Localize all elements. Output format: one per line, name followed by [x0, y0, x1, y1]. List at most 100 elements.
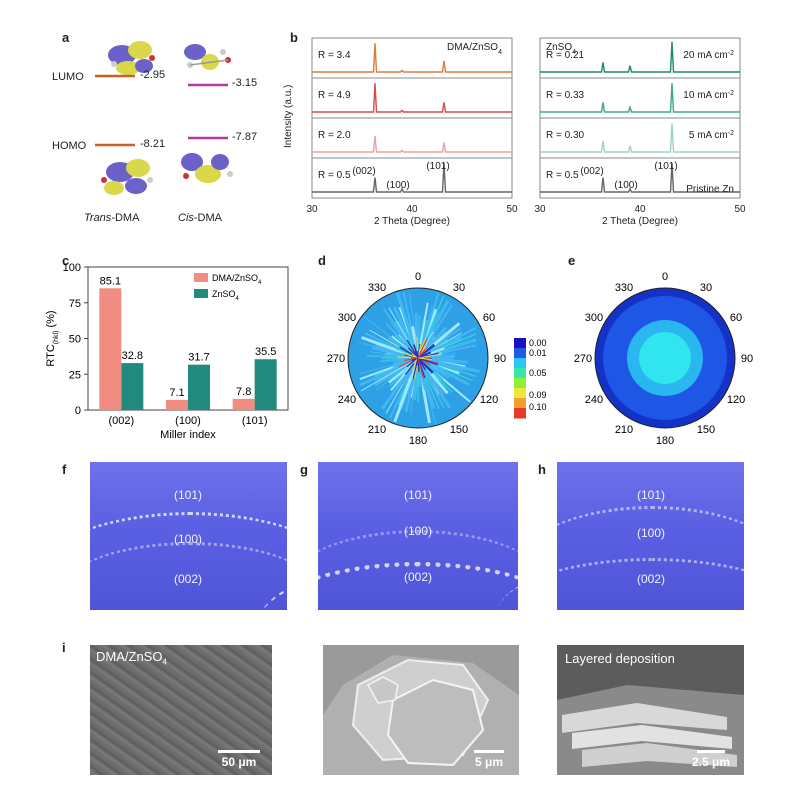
x-tick-label: (002) [108, 415, 134, 427]
pole-center-streak [417, 357, 432, 361]
plane-002: (002) [636, 572, 666, 586]
panel-label-d: d [318, 253, 326, 268]
xrd-current-label: 5 mA cm-2 [689, 130, 734, 142]
panel-label-i: i [62, 640, 66, 655]
pole-center-streak [417, 346, 428, 359]
plane-100: (100) [173, 532, 203, 546]
xrd-tick-label: 50 [506, 204, 518, 215]
xrd-tick-label: 30 [306, 204, 318, 215]
trans-homo-orbital [101, 159, 153, 195]
pole-angle-label: 210 [368, 424, 386, 436]
xrd-r-label: R = 4.9 [318, 90, 351, 101]
pole-angle-label: 30 [700, 282, 712, 294]
plane-101: (101) [403, 488, 433, 502]
x-tick-label: (100) [175, 415, 201, 427]
xrd-r-label: R = 0.21 [546, 50, 585, 61]
peak-label-002: (002) [580, 166, 603, 177]
legend-label: DMA/ZnSO4 [212, 273, 262, 286]
y-axis-label: RTC(hkl) (%) [45, 310, 60, 366]
pole-streak [417, 291, 440, 359]
bar-value-label: 35.5 [255, 346, 276, 358]
xrd-r-label: R = 2.0 [318, 130, 351, 141]
bar [254, 359, 277, 410]
bar-value-label: 32.8 [122, 350, 143, 362]
cis-homo-orbital [181, 153, 233, 183]
cis-dma-name: Cis-DMA [178, 212, 222, 224]
bar [99, 288, 122, 410]
xrd-trace [312, 163, 512, 193]
bar [232, 398, 255, 410]
xrd-trace [540, 41, 740, 73]
ring-100 [60, 542, 320, 645]
pole-center [639, 332, 691, 384]
xrd-current-label: 10 mA cm-2 [683, 90, 734, 102]
xrd-r-label: R = 0.5 [546, 170, 579, 181]
panel-label-a: a [62, 30, 70, 45]
pole-angle-label: 330 [615, 282, 633, 294]
legend-swatch [194, 289, 208, 298]
xrd-r-label: R = 0.30 [546, 130, 585, 141]
colorbar-segment [514, 408, 526, 419]
pole-outline [347, 287, 489, 429]
sem-image-1: DMA/ZnSO4 50 μm [90, 645, 272, 775]
colorbar-segment [514, 398, 526, 409]
pole-angle-label: 270 [327, 353, 345, 365]
peak-label-101: (101) [654, 161, 677, 172]
x-tick-label: (101) [242, 415, 268, 427]
pole-angle-label: 180 [656, 435, 674, 447]
pole-center-streak [417, 357, 433, 374]
pole-angle-label: 90 [741, 353, 753, 365]
panel-label-b: b [290, 30, 298, 45]
panel-label-h: h [538, 462, 546, 477]
pole-streak [360, 357, 419, 392]
pole-center-streak [417, 352, 432, 359]
colorbar-segment [514, 338, 526, 349]
colorbar-segment [514, 348, 526, 359]
pole-center-streak [412, 357, 419, 379]
xrd-title: DMA/ZnSO4 [447, 42, 502, 56]
sem-title-1: DMA/ZnSO4 [96, 649, 167, 667]
xrd-trace [312, 83, 512, 113]
peak-label-100: (100) [614, 180, 637, 191]
colorbar-tick-label: 0.09 [529, 390, 547, 400]
panel-label-e: e [568, 253, 576, 268]
bar [121, 363, 144, 410]
lumo-label: LUMO [52, 71, 84, 83]
xrd-trace [540, 83, 740, 113]
trans-lumo-value: -2.95 [140, 69, 166, 81]
plane-101: (101) [636, 488, 666, 502]
photo-h: (101) (100) (002) [497, 462, 800, 610]
ring-002 [497, 558, 800, 671]
xrd-ylabel: Intensity (a.u.) [283, 84, 294, 148]
plane-002: (002) [173, 572, 203, 586]
y-tick-label: 100 [63, 262, 81, 274]
trans-dma-name: Trans-DMA [84, 212, 140, 224]
panel-label-g: g [300, 462, 308, 477]
x-axis-label: Miller index [160, 429, 216, 441]
rtc-bar-chart: 0 25 50 75 100 RTC(hkl) (%) (002) 85.1 32.8 (100)… [45, 262, 289, 441]
pole-streak [382, 308, 419, 359]
pole-angle-label: 0 [415, 271, 421, 283]
layered-plates [557, 645, 744, 775]
legend-label: ZnSO4 [212, 289, 240, 302]
colorbar-tick-label: 0.10 [529, 402, 547, 412]
colorbar-tick-label: 0.01 [529, 348, 547, 358]
pole-angle-label: 270 [574, 353, 592, 365]
legend-swatch [194, 273, 208, 282]
pole-center-streak [417, 357, 425, 379]
colorbar-tick-label: 0.00 [529, 338, 547, 348]
pole-figure-e: 0 30 60 90 120 150 180 210 240 270 300 330 [574, 271, 753, 447]
cis-lumo-orbital [184, 44, 231, 70]
scale-bar-2: 5 μm [467, 750, 511, 769]
orbital-diagram [95, 41, 233, 195]
ring-101 [30, 512, 350, 655]
peak-label-101: (101) [426, 161, 449, 172]
colorbar-scale: 0.000.01 0.05 0.09 0.10 [514, 338, 547, 419]
xrd-current-label: 20 mA cm-2 [683, 50, 734, 62]
pole-angle-label: 210 [615, 424, 633, 436]
xrd-row-frame [539, 157, 741, 199]
pole-angle-label: 300 [338, 312, 356, 324]
colorbar-segment [514, 358, 526, 369]
plane-100: (100) [636, 526, 666, 540]
pole-angle-label: 120 [480, 394, 498, 406]
